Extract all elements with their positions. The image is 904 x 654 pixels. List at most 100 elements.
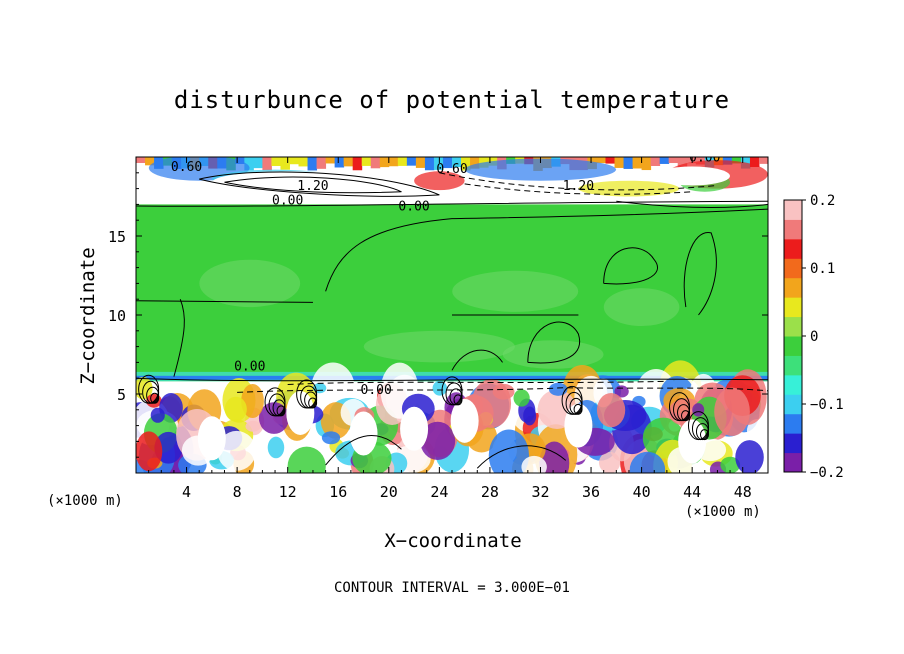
upper-fringe: [280, 157, 290, 170]
colorbar-swatch: [784, 316, 802, 337]
colorbar-tick-label: −0.2: [810, 465, 844, 481]
chart-title: disturbunce of potential temperature: [173, 86, 731, 114]
upper-fringe: [334, 157, 345, 168]
x-tick-label: 40: [633, 483, 651, 501]
colorbar-swatch: [784, 413, 802, 434]
turbulence-blob: [313, 382, 327, 394]
colorbar-swatch: [784, 238, 802, 259]
z-tick-label: 5: [117, 386, 126, 404]
turbulence-core: [286, 390, 315, 435]
upper-fringe: [749, 157, 760, 167]
contour-label: 0.00: [272, 193, 303, 208]
contour-lines: [135, 171, 769, 469]
upper-fringe: [370, 157, 381, 169]
field-patch: [363, 330, 515, 363]
contour-line: [527, 321, 581, 364]
contour-loop: [681, 410, 691, 422]
contour-loop: [569, 397, 583, 415]
upper-fringe: [614, 157, 625, 168]
turbulence-blob: [420, 421, 456, 460]
contour-interval-note: CONTOUR INTERVAL = 3.000E−01: [334, 580, 570, 596]
upper-fringe: [298, 157, 309, 167]
x-tick-label: 44: [683, 483, 701, 501]
contour-line: [135, 377, 769, 382]
upper-fringe: [316, 157, 327, 169]
turbulence-blob: [521, 455, 547, 473]
contour-line: [476, 445, 567, 469]
x-tick-label: 8: [233, 483, 242, 501]
upper-fringe: [677, 157, 688, 169]
colorbar-swatch: [784, 355, 802, 376]
upper-fringe: [271, 157, 281, 166]
upper-fringe: [731, 157, 742, 164]
field-patch: [502, 340, 604, 369]
contour-line: [287, 380, 667, 386]
upper-blob: [654, 166, 730, 186]
contour-line: [439, 172, 718, 191]
contour-loop: [453, 394, 463, 406]
contour-line: [616, 200, 769, 209]
x-tick-label: 36: [582, 483, 600, 501]
colorbar-tick-label: 0: [810, 329, 818, 345]
field-band: [136, 375, 768, 380]
colorbar-swatch: [784, 336, 802, 356]
upper-fringe: [695, 157, 706, 165]
upper-fringe: [145, 157, 155, 166]
x-unit-label: (×1000 m): [685, 504, 761, 520]
contour-label: 0.00: [398, 200, 429, 215]
upper-fringe: [461, 157, 471, 171]
contour-line: [464, 183, 693, 195]
turbulence-blob: [692, 403, 705, 417]
upper-fringe: [253, 157, 263, 169]
upper-blob: [464, 158, 617, 181]
upper-fringe: [262, 157, 272, 171]
z-unit-label: (×1000 m): [47, 493, 123, 509]
upper-fringe: [352, 157, 363, 171]
colorbar-tick-label: −0.1: [810, 397, 844, 413]
upper-fringe: [433, 157, 444, 170]
x-tick-label: 16: [329, 483, 347, 501]
upper-blob: [414, 171, 465, 191]
contour-loop: [695, 423, 709, 441]
turbulence-blob: [735, 440, 764, 473]
contour-loop: [150, 392, 160, 404]
upper-fringe: [668, 157, 679, 164]
upper-fringe: [632, 157, 643, 169]
upper-fringe: [596, 157, 606, 164]
x-tick-label: 48: [734, 483, 752, 501]
contour-line: [199, 171, 440, 197]
contour-label: 0.00: [234, 359, 265, 374]
contour-line: [135, 200, 769, 207]
contour-loop: [449, 388, 463, 406]
contour-loop: [573, 403, 583, 415]
turbulence-blob: [714, 387, 750, 436]
upper-fringe: [442, 157, 453, 169]
turbulence-blob: [598, 451, 621, 473]
contour-loop: [146, 386, 160, 404]
upper-fringe: [235, 157, 245, 164]
colorbar-swatch: [784, 374, 802, 395]
turbulence-blob: [432, 380, 447, 396]
colorbar-swatch: [784, 258, 802, 279]
upper-band: [136, 204, 768, 210]
turbulence-core: [197, 416, 226, 461]
colorbar-swatch: [784, 277, 802, 298]
turbulence-core: [564, 403, 593, 448]
contour-label: 1.20: [563, 179, 594, 194]
turbulence-blob: [746, 419, 768, 443]
upper-fringe: [307, 157, 318, 171]
upper-fringe: [605, 157, 615, 164]
upper-fringe: [388, 157, 399, 167]
turbulence-blob: [245, 420, 261, 432]
x-tick-label: 20: [380, 483, 398, 501]
contour-line: [683, 232, 717, 316]
colorbar-swatch: [784, 433, 802, 454]
contour-line: [325, 435, 402, 466]
contour-label: 0.60: [436, 162, 467, 177]
contour-line: [173, 299, 185, 377]
upper-fringe: [415, 157, 426, 168]
upper-fringe: [686, 157, 697, 164]
turbulence-blob: [217, 430, 256, 471]
turbulence-blob: [136, 431, 163, 472]
turbulence-core: [450, 398, 479, 443]
